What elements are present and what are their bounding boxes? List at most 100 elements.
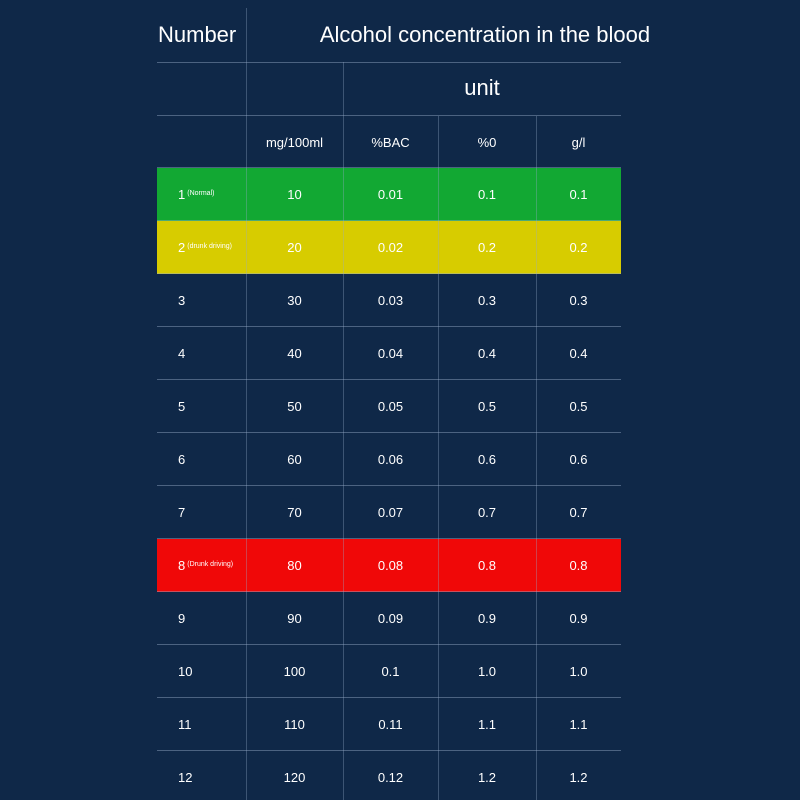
grid-hline <box>157 167 621 168</box>
row-highlight-drunk-driving-low <box>157 221 621 274</box>
value-cell: 0.09 <box>377 611 404 626</box>
row-number-cell: 2 (drunk driving) <box>157 221 246 274</box>
value-cell: 0.07 <box>377 505 404 520</box>
value-cell: 0.06 <box>377 452 404 467</box>
value-cell: 0.04 <box>377 346 404 361</box>
value-cell: 0.1 <box>381 664 400 679</box>
value-cell: 120 <box>283 770 306 785</box>
row-number-cell: 11 <box>157 698 246 751</box>
value-cell: 20 <box>287 240 302 255</box>
value-cell: 0.6 <box>569 452 588 467</box>
unit-column-header: g/l <box>571 134 586 150</box>
row-number-cell: 5 <box>157 380 246 433</box>
value-cell: 0.3 <box>569 293 588 308</box>
grid-hline <box>157 273 621 274</box>
grid-vline <box>438 116 439 800</box>
value-cell: 0.7 <box>477 505 497 520</box>
value-cell: 1.1 <box>569 717 588 732</box>
grid-vline <box>536 116 537 800</box>
value-cell: 1.0 <box>569 664 588 679</box>
row-note: (Normal) <box>187 190 215 197</box>
row-number: 4 <box>178 346 186 361</box>
value-cell: 1.2 <box>569 770 588 785</box>
unit-column-header: %0 <box>477 134 497 150</box>
grid-hline <box>157 326 621 327</box>
grid-hline <box>157 432 621 433</box>
row-number: 1 <box>178 187 186 202</box>
row-number: 6 <box>178 452 186 467</box>
number-column-header: Number <box>158 22 237 47</box>
value-cell: 0.8 <box>477 558 497 573</box>
value-cell: 100 <box>283 664 306 679</box>
value-cell: 0.2 <box>477 240 497 255</box>
value-cell: 70 <box>287 505 302 520</box>
row-number-cell: 12 <box>157 751 246 800</box>
value-cell: 0.1 <box>569 187 588 202</box>
value-cell: 0.6 <box>477 452 497 467</box>
row-number: 12 <box>178 770 193 785</box>
row-number-cell: 8 (Drunk driving) <box>157 539 246 592</box>
grid-hline <box>157 697 621 698</box>
row-number: 8 <box>178 558 186 573</box>
row-highlight-normal <box>157 168 621 221</box>
grid-vline <box>343 62 344 800</box>
row-number: 11 <box>178 717 192 732</box>
row-number-cell: 9 <box>157 592 246 645</box>
value-cell: 0.03 <box>377 293 404 308</box>
value-cell: 60 <box>287 452 302 467</box>
row-highlight-drunk-driving-high <box>157 539 621 592</box>
row-number: 2 <box>178 240 186 255</box>
row-note: (Drunk driving) <box>187 561 234 568</box>
value-cell: 50 <box>287 399 302 414</box>
row-number: 3 <box>178 293 186 308</box>
grid-hline <box>157 379 621 380</box>
value-cell: 1.0 <box>477 664 497 679</box>
grid-hline <box>157 750 621 751</box>
row-number-cell: 3 <box>157 274 246 327</box>
value-cell: 30 <box>287 293 302 308</box>
grid-hline <box>157 485 621 486</box>
value-cell: 10 <box>287 187 302 202</box>
value-cell: 0.05 <box>377 399 404 414</box>
grid-hline <box>157 644 621 645</box>
value-cell: 1.2 <box>477 770 497 785</box>
value-cell: 0.02 <box>377 240 404 255</box>
row-number-cell: 4 <box>157 327 246 380</box>
row-number: 10 <box>178 664 193 679</box>
row-number-cell: 10 <box>157 645 246 698</box>
unit-column-header: mg/100ml <box>265 134 324 150</box>
row-number: 7 <box>178 505 186 520</box>
value-cell: 80 <box>287 558 302 573</box>
grid-hline <box>157 538 621 539</box>
row-number: 5 <box>178 399 186 414</box>
row-number-cell: 1 (Normal) <box>157 168 246 221</box>
value-cell: 0.4 <box>477 346 497 361</box>
value-cell: 0.5 <box>569 399 588 414</box>
value-cell: 40 <box>287 346 302 361</box>
value-cell: 0.01 <box>377 187 404 202</box>
value-cell: 0.9 <box>569 611 588 626</box>
value-cell: 0.7 <box>569 505 588 520</box>
value-cell: 90 <box>287 611 302 626</box>
value-cell: 0.9 <box>477 611 497 626</box>
grid-vline <box>246 8 247 800</box>
row-number: 9 <box>178 611 186 626</box>
grid-hline <box>157 220 621 221</box>
unit-header: unit <box>464 75 500 100</box>
grid-hline <box>157 115 621 116</box>
value-cell: 0.4 <box>569 346 588 361</box>
value-cell: 110 <box>284 717 305 732</box>
unit-column-header: %BAC <box>371 134 410 150</box>
row-number-cell: 6 <box>157 433 246 486</box>
value-cell: 0.08 <box>377 558 404 573</box>
row-number-cell: 7 <box>157 486 246 539</box>
value-cell: 0.3 <box>477 293 497 308</box>
value-cell: 0.1 <box>477 187 497 202</box>
table-title: Alcohol concentration in the blood <box>319 22 651 47</box>
value-cell: 0.5 <box>477 399 497 414</box>
value-cell: 0.12 <box>377 770 404 785</box>
value-cell: 1.1 <box>477 717 497 732</box>
grid-hline <box>157 62 621 63</box>
value-cell: 0.2 <box>569 240 588 255</box>
